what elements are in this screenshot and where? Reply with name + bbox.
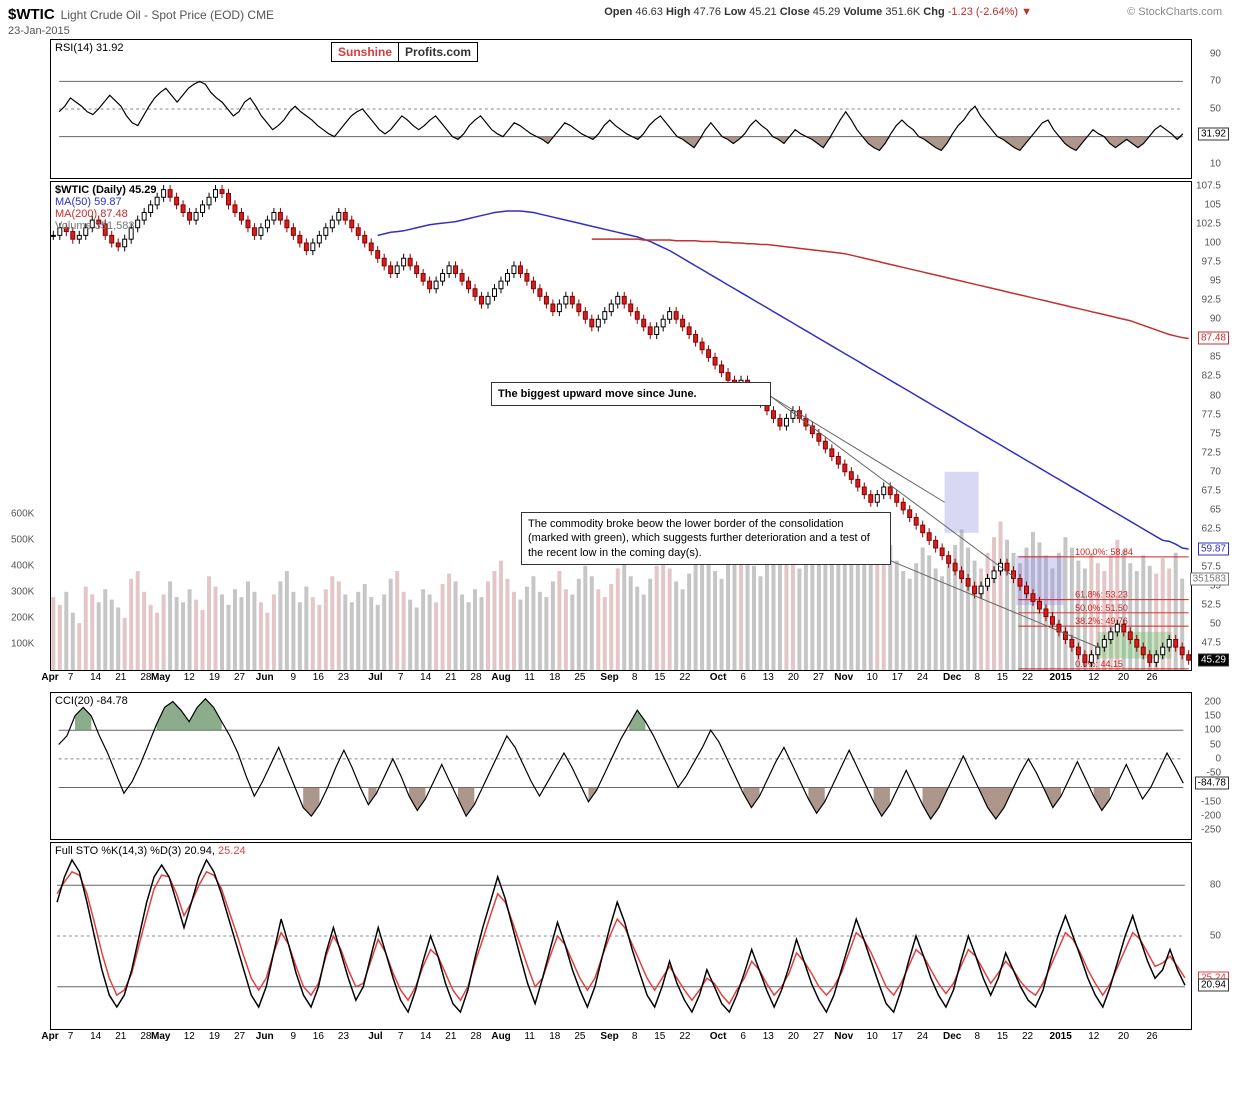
price-ticker-label: $WTIC (Daily) 45.29 <box>55 184 156 196</box>
sto-panel: Full STO %K(14,3) %D(3) 20.94, 25.24 205… <box>50 842 1192 1030</box>
volume-value-tag: 351583 <box>1190 572 1229 585</box>
sto-label: Full STO %K(14,3) %D(3) 20.94, 25.24 <box>55 845 246 857</box>
cci-label: CCI(20) -84.78 <box>55 695 128 707</box>
ma50-label: MA(50) 59.87 <box>55 196 156 208</box>
stock-chart-container: $WTIC Light Crude Oil - Spot Price (EOD)… <box>0 0 1240 1053</box>
price-panel: $WTIC (Daily) 45.29 MA(50) 59.87 MA(200)… <box>50 181 1192 671</box>
cci-chart <box>51 693 1191 839</box>
chart-header: $WTIC Light Crude Oil - Spot Price (EOD)… <box>8 4 1232 25</box>
sto-chart <box>51 843 1191 1029</box>
ma200-label: MA(200) 87.48 <box>55 208 156 220</box>
cci-value-tag: -84.78 <box>1195 777 1229 790</box>
logo-watermark: Sunshine Profits.com <box>331 42 478 62</box>
price-chart: 100.0%: 58.84 61.8%: 53.23 50.0%: 51.50 38.… <box>51 182 1191 670</box>
svg-text:38.2%: 49.76: 38.2%: 49.76 <box>1075 616 1128 626</box>
close-value-tag: 45.29 <box>1198 654 1229 667</box>
rsi-value-tag: 31.92 <box>1198 127 1229 140</box>
x-axis-upper: Apr7142128May121927Jun91623Jul7142128Aug… <box>50 672 1192 690</box>
sto-k-value-tag: 20.94 <box>1198 979 1229 992</box>
price-indicator-labels: $WTIC (Daily) 45.29 MA(50) 59.87 MA(200)… <box>55 184 156 232</box>
rsi-panel: RSI(14) 31.92 Sunshine Profits.com 10305… <box>50 39 1192 179</box>
rsi-chart <box>51 40 1191 178</box>
annotation-upward-move: The biggest upward move since June. <box>491 382 771 406</box>
svg-text:50.0%: 51.50: 50.0%: 51.50 <box>1075 603 1128 613</box>
chart-date: 23-Jan-2015 <box>8 25 1232 37</box>
x-axis-lower: Apr7142128May121927Jun91623Jul7142128Aug… <box>50 1031 1192 1049</box>
svg-text:61.8%: 53.23: 61.8%: 53.23 <box>1075 590 1128 600</box>
source-attribution: © StockCharts.com <box>1127 6 1222 18</box>
svg-text:0.0%: 44.15: 0.0%: 44.15 <box>1075 659 1123 669</box>
cci-panel: CCI(20) -84.78 -250-200-150-100-50050100… <box>50 692 1192 840</box>
chart-title: Light Crude Oil - Spot Price (EOD) CME <box>61 8 274 22</box>
ma200-value-tag: 87.48 <box>1198 332 1229 345</box>
down-arrow-icon: ▼ <box>1021 6 1032 18</box>
volume-label: Volume 351,583 <box>55 220 156 232</box>
ma50-value-tag: 59.87 <box>1198 542 1229 555</box>
rsi-label: RSI(14) 31.92 <box>55 42 123 54</box>
ticker-symbol: $WTIC <box>8 6 55 23</box>
annotation-consolidation-break: The commodity broke beow the lower borde… <box>521 512 891 565</box>
ohlc-bar: Open 46.63 High 47.76 Low 45.21 Close 45… <box>604 6 1032 18</box>
svg-text:100.0%: 58.84: 100.0%: 58.84 <box>1075 547 1133 557</box>
